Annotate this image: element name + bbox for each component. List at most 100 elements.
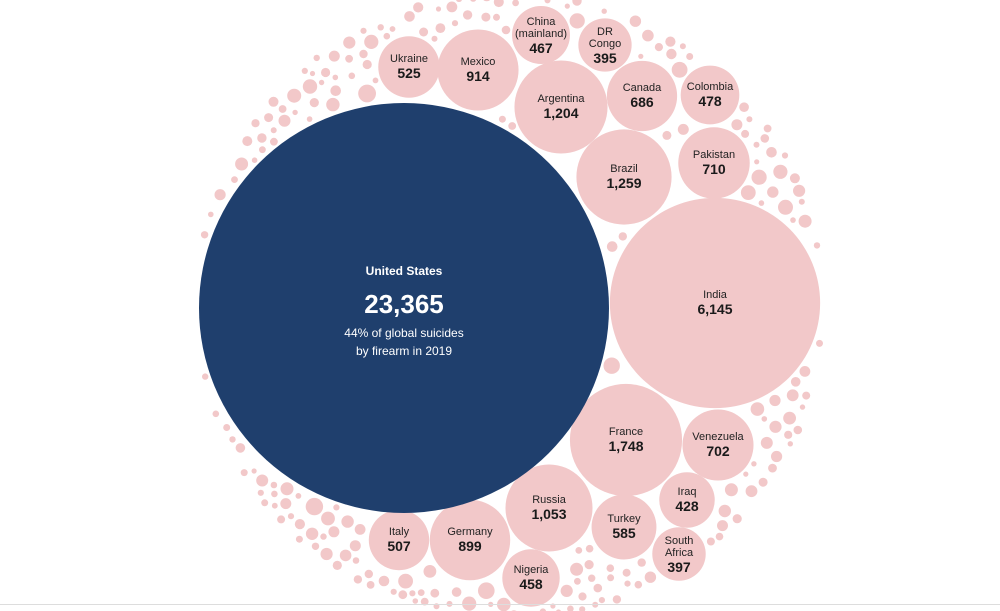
bubble-china xyxy=(512,6,570,64)
label-russia-value: 1,053 xyxy=(531,506,566,522)
bubble-unlabeled xyxy=(564,3,570,9)
bubble-germany xyxy=(429,499,511,581)
bubble-unlabeled xyxy=(753,141,760,148)
bubble-unlabeled xyxy=(330,85,342,96)
bubble-brazil xyxy=(576,129,672,225)
label-france-name: France xyxy=(609,426,643,438)
bubble-unlabeled xyxy=(493,0,504,8)
label-ukraine-name: Ukraine xyxy=(390,53,428,65)
bubble-unlabeled xyxy=(462,596,477,611)
bubble-unlabeled xyxy=(612,595,622,604)
bubble-dr-congo xyxy=(578,18,632,72)
bubble-unlabeled xyxy=(242,136,253,147)
bubble-unlabeled xyxy=(662,130,672,140)
label-united-states-name: United States xyxy=(366,264,443,278)
bubble-unlabeled xyxy=(320,533,327,540)
label-pakistan-name: Pakistan xyxy=(693,149,735,161)
bubble-unlabeled xyxy=(261,499,269,507)
bubble-unlabeled xyxy=(739,102,749,112)
bubble-unlabeled xyxy=(784,430,793,439)
bubble-unlabeled xyxy=(743,471,749,477)
label-germany-name: Germany xyxy=(447,526,493,538)
bubble-unlabeled xyxy=(423,565,437,578)
bubble-unlabeled xyxy=(377,24,384,31)
label-india-value: 6,145 xyxy=(697,301,732,317)
bubble-unlabeled xyxy=(789,173,800,184)
bubble-unlabeled xyxy=(724,483,738,497)
bubble-unlabeled xyxy=(309,70,316,77)
bubble-unlabeled xyxy=(345,54,353,63)
bubble-unlabeled xyxy=(333,504,340,511)
bubble-unlabeled xyxy=(259,146,266,154)
bubble-unlabeled xyxy=(419,27,429,37)
bubble-unlabeled xyxy=(280,482,294,496)
bubble-france xyxy=(569,383,683,497)
bubble-unlabeled xyxy=(251,468,257,474)
bubble-unlabeled xyxy=(202,373,209,380)
bubble-unlabeled xyxy=(451,587,462,597)
bubble-unlabeled xyxy=(654,43,664,52)
label-italy-name: Italy xyxy=(389,526,410,538)
bubble-unlabeled xyxy=(287,513,295,520)
label-colombia-name: Colombia xyxy=(687,81,734,93)
bubble-unlabeled xyxy=(390,588,397,595)
bubble-nigeria xyxy=(502,549,560,607)
bubble-unlabeled xyxy=(256,474,269,487)
bubble-unlabeled xyxy=(665,36,676,47)
bubble-unlabeled xyxy=(302,79,318,94)
label-russia-name: Russia xyxy=(532,494,567,506)
bubble-unlabeled xyxy=(364,569,373,579)
bubble-unlabeled xyxy=(508,122,517,130)
bubble-unlabeled xyxy=(305,497,324,516)
bubble-unlabeled xyxy=(746,116,753,123)
bubble-unlabeled xyxy=(292,109,298,116)
bubble-unlabeled xyxy=(366,581,375,589)
bubble-unlabeled xyxy=(214,189,226,201)
label-nigeria-name: Nigeria xyxy=(514,564,550,576)
bubble-unlabeled xyxy=(278,105,287,113)
bubble-unlabeled xyxy=(798,214,812,228)
bubble-unlabeled xyxy=(638,53,644,59)
bubble-unlabeled xyxy=(740,185,756,201)
bubble-unlabeled xyxy=(768,463,777,473)
bubble-unlabeled xyxy=(593,583,603,593)
bubble-unlabeled xyxy=(251,157,258,163)
label-china-value: 467 xyxy=(529,40,553,56)
bubble-unlabeled xyxy=(446,600,453,607)
bubble-unlabeled xyxy=(280,498,292,510)
label-mexico-value: 914 xyxy=(466,68,490,84)
label-united-states-note-2: by firearm in 2019 xyxy=(356,344,452,358)
bubble-unlabeled xyxy=(341,515,354,528)
label-canada-name: Canada xyxy=(623,82,662,94)
bubble-unlabeled xyxy=(760,436,773,449)
bubble-pakistan xyxy=(678,127,750,199)
bubble-unlabeled xyxy=(787,441,793,447)
bubble-unlabeled xyxy=(321,511,335,526)
label-iraq-name: Iraq xyxy=(678,486,697,498)
bubble-unlabeled xyxy=(763,124,772,133)
bubble-unlabeled xyxy=(781,152,789,159)
bubble-unlabeled xyxy=(212,410,220,418)
label-ukraine-value: 525 xyxy=(397,65,421,81)
bubble-unlabeled xyxy=(813,242,821,249)
bubble-unlabeled xyxy=(231,176,238,184)
bubble-group-china: China(mainland)467 xyxy=(512,6,570,64)
bubble-unlabeled xyxy=(270,127,277,134)
bubble-unlabeled xyxy=(332,74,339,81)
bubble-unlabeled xyxy=(301,67,308,74)
label-mexico-name: Mexico xyxy=(461,56,496,68)
label-germany-value: 899 xyxy=(458,538,482,554)
bubble-unlabeled xyxy=(240,469,248,477)
label-italy-value: 507 xyxy=(387,538,411,554)
bubble-unlabeled xyxy=(671,61,688,78)
bubble-unlabeled xyxy=(799,366,811,377)
bubble-united-states xyxy=(199,103,609,513)
bubble-unlabeled xyxy=(264,113,274,123)
bubble-unlabeled xyxy=(364,34,379,50)
